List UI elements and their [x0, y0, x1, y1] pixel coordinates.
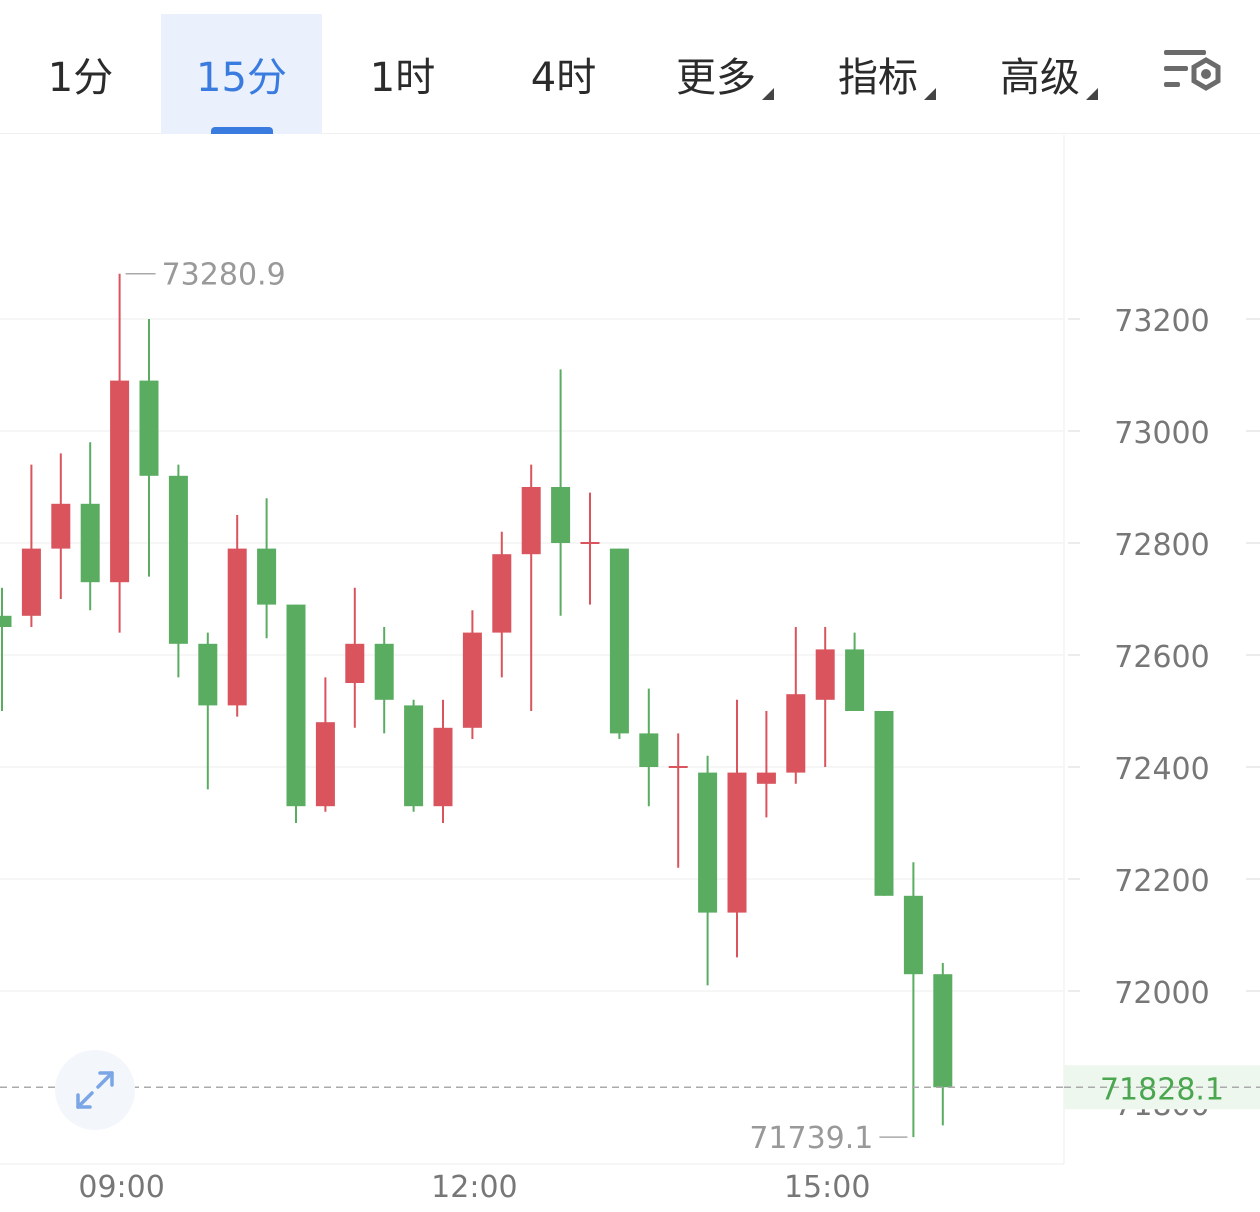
y-axis-panel [1064, 135, 1260, 1212]
active-tab-indicator [210, 127, 273, 134]
candle-body [21, 548, 41, 616]
tab-2[interactable]: 1时 [322, 14, 483, 134]
high-price-label: 73280.9 [162, 258, 286, 293]
tab-1[interactable]: 15分 [161, 14, 322, 134]
candlestick-chart[interactable]: 7200072200724007260072800730007320071800… [0, 135, 1260, 1212]
candle-body [521, 487, 541, 555]
candle-body [257, 548, 277, 605]
x-tick-label: 12:00 [431, 1170, 517, 1205]
tab-6[interactable]: 高级 [968, 14, 1130, 134]
y-tick-label: 72600 [1114, 640, 1209, 675]
candle-body [51, 503, 71, 549]
tab-0[interactable]: 1分 [0, 14, 161, 134]
candle-body [551, 487, 571, 543]
y-tick-label: 73000 [1114, 416, 1209, 451]
tab-label: 4时 [530, 55, 597, 101]
tab-label: 1时 [369, 55, 436, 101]
candle-body [492, 554, 512, 633]
timeframe-tabbar: 1分 15分 1时 4时 更多 指标 高级 [0, 0, 1260, 134]
tab-label: 高级 [1000, 55, 1080, 101]
tab-5[interactable]: 指标 [806, 14, 968, 134]
expand-arrows-icon [76, 1071, 114, 1109]
candle-body [609, 548, 629, 734]
tab-4[interactable]: 更多 [644, 14, 806, 134]
candle-body [903, 895, 923, 975]
candle-body [815, 649, 835, 700]
candle-body [727, 772, 747, 913]
candle-body [639, 733, 659, 767]
dropdown-caret-icon [1086, 88, 1098, 100]
tab-label: 15分 [196, 55, 287, 101]
candle-body [374, 643, 394, 700]
candle-body [433, 727, 453, 807]
low-price-label: 71739.1 [749, 1121, 873, 1156]
tab-label: 更多 [676, 55, 756, 101]
candle-body [345, 643, 365, 683]
candle-body [139, 380, 159, 476]
candle-body [286, 604, 306, 807]
chart-settings-icon[interactable] [1162, 46, 1226, 102]
dropdown-caret-icon [762, 88, 774, 100]
candle-body [80, 503, 100, 583]
candle-body [0, 615, 12, 627]
x-tick-label: 09:00 [78, 1170, 164, 1205]
candle-body [198, 643, 218, 706]
dropdown-caret-icon [924, 88, 936, 100]
candle-body [756, 772, 776, 784]
y-tick-label: 73200 [1114, 304, 1209, 339]
candle-body [227, 548, 247, 706]
candle-body [698, 772, 718, 913]
tab-3[interactable]: 4时 [483, 14, 644, 134]
expand-button[interactable] [55, 1050, 135, 1130]
last-price-label: 71828.1 [1100, 1072, 1224, 1107]
candle-body [786, 694, 806, 773]
candle-body [933, 974, 953, 1088]
chart-canvas[interactable]: 7200072200724007260072800730007320071800… [0, 135, 1260, 1212]
candle-body [315, 722, 335, 807]
candle-body [404, 705, 424, 807]
candle-body [168, 475, 188, 644]
candle-body [845, 649, 865, 711]
x-tick-label: 15:00 [784, 1170, 870, 1205]
candle-body [462, 632, 482, 728]
y-tick-label: 72200 [1114, 864, 1209, 899]
tab-label: 1分 [47, 55, 114, 101]
tab-label: 指标 [838, 55, 918, 101]
y-tick-label: 72000 [1114, 976, 1209, 1011]
candle-body [110, 380, 130, 583]
y-tick-label: 72400 [1114, 752, 1209, 787]
y-tick-label: 72800 [1114, 528, 1209, 563]
candle-body [874, 711, 894, 896]
